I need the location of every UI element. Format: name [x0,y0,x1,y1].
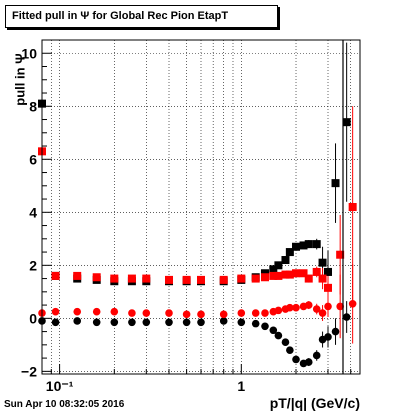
data-point-circle [312,305,321,313]
data-point-square [269,265,278,274]
data-point-circle [286,346,294,354]
data-point-circle [261,309,269,317]
data-point-circle [342,313,351,321]
data-point-circle [336,302,344,311]
data-point-circle [92,307,101,316]
data-point-circle [51,307,60,316]
data-point-circle [251,319,260,328]
data-point-circle [324,302,332,311]
y-tick-label: 6 [29,151,37,167]
data-point-square [285,270,294,279]
data-point-circle [304,358,313,366]
data-point-square [331,179,340,188]
data-point-square [251,274,260,283]
data-point-circle [197,310,205,319]
data-point-circle [142,309,151,317]
data-point-square [269,271,278,280]
data-point-circle [274,331,283,340]
chart-title: Fitted pull in Ψ for Global Rec Pion Eta… [5,5,278,28]
data-point-circle [286,303,294,312]
data-point-circle [348,299,357,308]
data-point-square [299,269,308,278]
y-tick-label: 2 [29,257,37,273]
axes: −2 0 2 4 6 8 10 10⁻¹ 1 [21,45,352,394]
data-point-circle [182,318,191,327]
data-point-circle [165,309,173,317]
data-point-square [299,241,308,250]
data-point-square [312,240,321,249]
data-point-circle [73,307,82,316]
data-point-circle [110,307,119,316]
data-point-circle [292,303,300,312]
data-point-circle [237,318,246,327]
data-point-square [318,274,327,283]
data-point-square [281,270,290,279]
data-point-circle [318,309,327,317]
data-point-circle [312,351,321,360]
data-point-circle [219,317,228,325]
y-tick-label: −2 [21,363,37,379]
data-point-square [274,261,283,270]
data-point-circle [331,327,340,336]
y-tick-label: 0 [29,310,37,326]
data-point-circle [274,306,283,315]
data-point-square [281,256,290,265]
y-tick-label: 10 [21,45,37,61]
data-point-square [197,275,205,284]
data-point-square [260,273,269,282]
data-point-circle [251,309,260,317]
data-point-square [292,242,301,251]
data-point-square [73,271,82,280]
data-point-circle [128,309,136,317]
data-point-circle [261,322,269,331]
timestamp: Sun Apr 10 08:32:05 2016 [4,399,125,410]
data-point-circle [219,310,228,319]
data-point-square [318,258,327,267]
data-point-circle [128,318,136,327]
data-point-circle [73,317,82,325]
data-point-square [348,203,357,211]
data-point-square [274,271,283,280]
x-tick-label: 1 [237,378,245,394]
data-point-circle [110,318,119,327]
x-tick-label: 10⁻¹ [46,378,74,394]
data-markers [38,99,357,368]
data-point-square [142,274,151,283]
data-point-square [237,274,246,283]
data-point-circle [51,318,60,327]
data-point-square [110,274,119,283]
data-point-circle [292,355,300,364]
data-point-circle [92,318,101,327]
data-point-square [342,118,351,127]
data-point-square [51,271,60,280]
data-point-square [324,267,333,276]
x-axis-label: pT/|q| (GeV/c) [269,395,360,411]
data-point-square [92,273,101,282]
data-point-circle [197,318,205,327]
data-point-square [312,267,321,276]
data-point-circle [304,301,313,309]
data-point-circle [269,326,278,335]
data-point-circle [237,309,246,317]
data-point-square [127,274,136,283]
data-point-square [304,240,313,249]
data-point-square [304,274,313,283]
data-point-square [165,275,174,284]
error-bars [41,42,354,367]
y-axis-label: pull in Ψ [12,53,28,106]
data-point-circle [324,333,332,341]
data-point-square [292,269,301,278]
data-point-square [285,248,294,257]
y-tick-label: 8 [29,98,37,114]
data-point-square [219,275,228,284]
data-point-square [324,283,333,292]
y-tick-label: 4 [29,204,37,220]
data-point-circle [182,310,191,319]
data-point-circle [281,338,290,346]
data-point-square [336,250,345,259]
data-point-circle [142,318,151,327]
data-point-circle [165,318,173,327]
data-point-square [182,275,191,284]
